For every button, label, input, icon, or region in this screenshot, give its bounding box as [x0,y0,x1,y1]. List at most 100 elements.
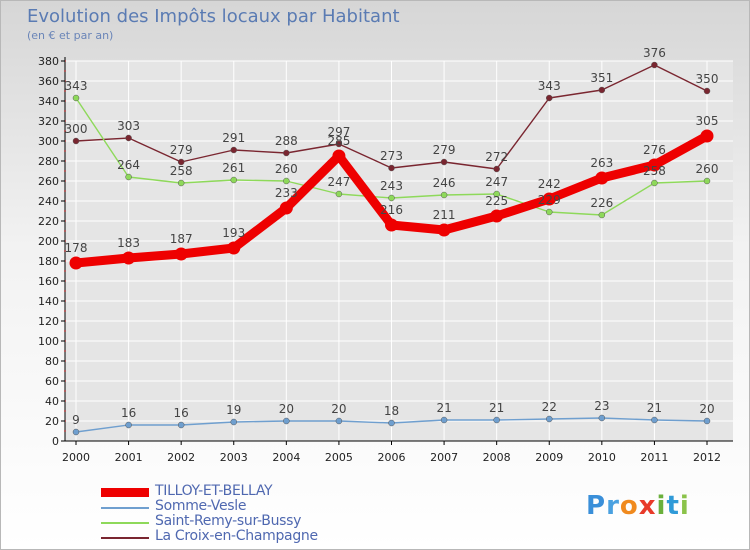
chart-title: Evolution des Impôts locaux par Habitant [27,6,400,27]
y-tick-label-340: 340 [38,95,59,108]
data-label-tilloy-et-bellay-2008: 225 [485,194,508,208]
x-tick-label-2008: 2008 [483,451,511,464]
data-label-tilloy-et-bellay-2003: 193 [222,226,245,240]
point-somme-vesle-2001 [125,421,132,429]
data-label-somme-vesle-2006: 18 [384,404,399,418]
point-tilloy-et-bellay-2009 [542,192,556,206]
point-saint-remy-sur-bussy-2012 [703,177,711,185]
point-tilloy-et-bellay-2012 [700,129,714,143]
proxiti-logo: Proxiti [586,491,690,521]
logo-letter: r [606,491,620,521]
y-tick-label-320: 320 [38,115,59,128]
data-label-saint-remy-sur-bussy-2009: 229 [538,193,561,207]
data-label-somme-vesle-2012: 20 [699,402,714,416]
series-layer [69,61,714,436]
x-tick-label-2003: 2003 [220,451,248,464]
chart-subtitle: (en € et par an) [27,29,114,42]
legend-label-la-croix: La Croix-en-Champagne [155,528,318,544]
point-tilloy-et-bellay-2010 [595,171,609,185]
point-saint-remy-sur-bussy-2002 [177,179,185,187]
data-label-la-croix-en-champagne-2007: 279 [433,143,456,157]
point-la-croix-en-champagne-2010 [598,86,606,94]
legend-swatch-tilloy [101,488,149,497]
data-label-tilloy-et-bellay-2011: 276 [643,143,666,157]
data-label-somme-vesle-2010: 23 [594,399,609,413]
data-label-somme-vesle-2003: 19 [226,403,241,417]
point-somme-vesle-2010 [598,414,606,422]
x-tick-label-2010: 2010 [588,451,616,464]
y-tick-label-220: 220 [38,215,59,228]
point-saint-remy-sur-bussy-2000 [72,94,80,102]
point-saint-remy-sur-bussy-2003 [230,176,237,184]
data-label-la-croix-en-champagne-2002: 279 [170,143,193,157]
data-label-la-croix-en-champagne-2012: 350 [696,72,719,86]
y-tick-label-260: 260 [38,175,59,188]
data-label-la-croix-en-champagne-2003: 291 [222,131,245,145]
data-label-saint-remy-sur-bussy-2003: 261 [222,161,245,175]
point-tilloy-et-bellay-2008 [490,209,504,223]
x-tick-label-2001: 2001 [115,451,143,464]
point-somme-vesle-2009 [546,415,553,423]
point-saint-remy-sur-bussy-2010 [598,211,606,219]
y-tick-label-160: 160 [38,275,59,288]
point-saint-remy-sur-bussy-2001 [125,173,132,181]
data-label-somme-vesle-2002: 16 [174,406,189,420]
y-tick-label-200: 200 [38,235,59,248]
data-label-somme-vesle-2000: 9 [72,413,80,427]
point-somme-vesle-2006 [388,419,395,427]
point-tilloy-et-bellay-2007 [437,223,451,237]
point-saint-remy-sur-bussy-2008 [493,190,500,198]
x-tick-label-2000: 2000 [62,451,90,464]
data-label-tilloy-et-bellay-2010: 263 [590,156,613,170]
point-somme-vesle-2002 [177,421,185,429]
point-saint-remy-sur-bussy-2006 [388,194,395,202]
point-tilloy-et-bellay-2002 [174,247,188,261]
y-tick-label-80: 80 [45,355,59,368]
y-tick-label-360: 360 [38,75,59,88]
y-tick-label-140: 140 [38,295,59,308]
y-tick-label-40: 40 [45,395,59,408]
logo-letter: o [619,491,639,521]
x-tick-label-2005: 2005 [325,451,353,464]
point-saint-remy-sur-bussy-2004 [283,177,290,185]
data-label-saint-remy-sur-bussy-2007: 246 [433,176,456,190]
point-somme-vesle-2008 [493,416,500,424]
data-label-somme-vesle-2009: 22 [542,400,557,414]
point-la-croix-en-champagne-2000 [72,137,80,145]
y-tick-label-120: 120 [38,315,59,328]
point-tilloy-et-bellay-2005 [332,149,346,163]
data-label-la-croix-en-champagne-2011: 376 [643,46,666,60]
point-la-croix-en-champagne-2012 [703,87,711,95]
point-tilloy-et-bellay-2000 [69,256,83,270]
y-tick-label-380: 380 [38,55,59,68]
data-label-saint-remy-sur-bussy-2000: 343 [65,79,88,93]
data-label-la-croix-en-champagne-2005: 297 [327,125,350,139]
point-saint-remy-sur-bussy-2005 [335,190,343,198]
x-tick-label-2011: 2011 [640,451,668,464]
data-label-saint-remy-sur-bussy-2005: 247 [327,175,350,189]
data-label-somme-vesle-2011: 21 [647,401,662,415]
legend-swatch-saint-remy [101,522,149,524]
point-somme-vesle-2003 [230,418,237,426]
data-label-saint-remy-sur-bussy-2002: 258 [170,164,193,178]
point-somme-vesle-2011 [651,416,658,424]
point-la-croix-en-champagne-2009 [546,94,553,102]
y-tick-label-0: 0 [52,435,59,448]
x-tick-label-2012: 2012 [693,451,721,464]
data-label-saint-remy-sur-bussy-2004: 260 [275,162,298,176]
logo-letter: i [656,491,667,521]
point-somme-vesle-2007 [440,416,448,424]
logo-letter: P [586,491,607,521]
point-la-croix-en-champagne-2005 [335,140,343,148]
y-tick-label-60: 60 [45,375,59,388]
point-saint-remy-sur-bussy-2011 [651,179,658,187]
point-tilloy-et-bellay-2011 [647,158,661,172]
y-tick-label-280: 280 [38,155,59,168]
data-label-tilloy-et-bellay-2002: 187 [170,232,193,246]
point-somme-vesle-2012 [703,417,711,425]
logo-letter: t [666,491,680,521]
point-la-croix-en-champagne-2011 [651,61,658,69]
point-saint-remy-sur-bussy-2009 [546,208,553,216]
